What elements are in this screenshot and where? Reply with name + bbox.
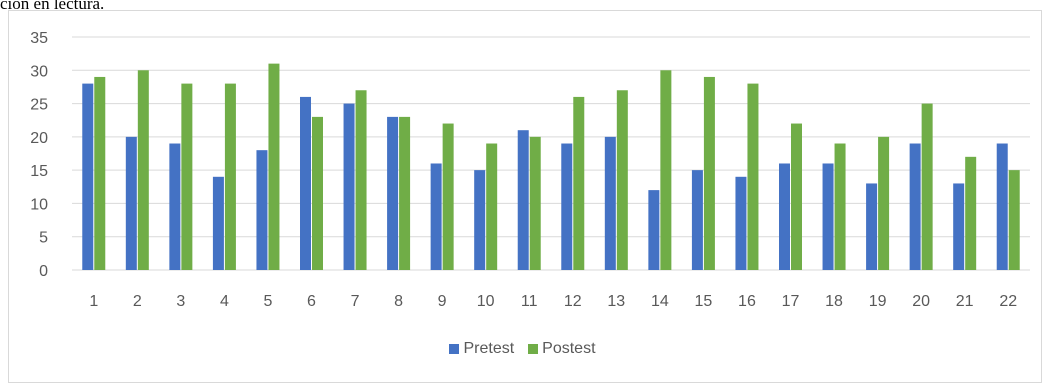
bar-pretest bbox=[909, 143, 921, 270]
legend: Pretest Postest bbox=[0, 340, 1045, 358]
bar-postest bbox=[268, 63, 280, 270]
x-tick-label: 10 bbox=[477, 293, 495, 310]
bar-postest bbox=[529, 136, 541, 270]
bar-postest bbox=[791, 123, 802, 271]
y-tick-label: 35 bbox=[30, 30, 48, 47]
bar-pretest bbox=[256, 150, 268, 270]
bar-pretest bbox=[343, 103, 355, 270]
bar-pretest bbox=[125, 136, 137, 270]
x-tick-label: 13 bbox=[607, 293, 625, 310]
legend-item-postest[interactable]: Postest bbox=[528, 340, 596, 358]
bar-postest bbox=[94, 76, 106, 270]
bar-postest bbox=[312, 116, 323, 270]
bar-pretest bbox=[300, 96, 311, 271]
bar-pretest bbox=[474, 170, 486, 270]
x-tick-label: 8 bbox=[394, 293, 403, 310]
bar-pretest bbox=[212, 176, 224, 270]
legend-swatch-pretest bbox=[449, 344, 460, 354]
bar-pretest bbox=[953, 183, 965, 270]
x-tick-label: 5 bbox=[264, 293, 273, 310]
bar-postest bbox=[224, 83, 236, 270]
bar-postest bbox=[747, 83, 759, 270]
bar-pretest bbox=[169, 143, 181, 270]
x-tick-label: 7 bbox=[351, 293, 360, 310]
bar-postest bbox=[573, 96, 585, 271]
bar-postest bbox=[1008, 170, 1020, 270]
bar-pretest bbox=[82, 83, 94, 270]
x-tick-label: 9 bbox=[438, 293, 447, 310]
bar-pretest bbox=[604, 136, 616, 270]
y-tick-label: 30 bbox=[30, 63, 48, 80]
x-tick-label: 15 bbox=[695, 293, 713, 310]
bar-postest bbox=[442, 123, 454, 271]
y-tick-label: 10 bbox=[30, 196, 48, 213]
caption-text: ción en lectura. bbox=[0, 0, 105, 13]
x-tick-label: 11 bbox=[521, 293, 538, 310]
bar-pretest bbox=[779, 163, 790, 270]
x-tick-label: 18 bbox=[825, 293, 843, 310]
x-tick-label: 2 bbox=[133, 293, 142, 310]
bar-postest bbox=[834, 143, 846, 270]
bar-pretest bbox=[648, 190, 660, 270]
bar-pretest bbox=[735, 176, 747, 270]
x-tick-label: 1 bbox=[89, 293, 98, 310]
x-tick-label: 21 bbox=[956, 293, 974, 310]
bar-postest bbox=[486, 143, 498, 270]
y-tick-label: 15 bbox=[30, 163, 48, 180]
bar-postest bbox=[660, 70, 672, 271]
x-tick-label: 6 bbox=[307, 293, 316, 310]
legend-item-pretest[interactable]: Pretest bbox=[449, 340, 514, 358]
bar-postest bbox=[399, 116, 411, 270]
x-tick-label: 19 bbox=[869, 293, 887, 310]
legend-swatch-postest bbox=[528, 344, 539, 354]
bar-postest bbox=[921, 103, 933, 270]
x-tick-label: 17 bbox=[782, 293, 800, 310]
bar-postest bbox=[355, 90, 367, 270]
bar-pretest bbox=[387, 116, 399, 270]
y-tick-label: 0 bbox=[39, 263, 48, 280]
bar-pretest bbox=[822, 163, 834, 270]
x-tick-label: 12 bbox=[564, 293, 582, 310]
bar-postest bbox=[703, 76, 715, 270]
legend-label-pretest: Pretest bbox=[463, 340, 515, 357]
bar-pretest bbox=[517, 130, 529, 270]
y-tick-label: 25 bbox=[30, 97, 48, 114]
x-tick-label: 22 bbox=[999, 293, 1017, 310]
bar-pretest bbox=[430, 163, 442, 270]
bar-pretest bbox=[996, 143, 1008, 270]
bar-postest bbox=[616, 90, 628, 270]
bar-postest bbox=[965, 156, 977, 270]
legend-label-postest: Postest bbox=[542, 340, 596, 357]
y-tick-label: 20 bbox=[30, 130, 48, 147]
x-tick-label: 16 bbox=[738, 293, 756, 310]
x-tick-label: 14 bbox=[651, 293, 669, 310]
bar-pretest bbox=[691, 170, 703, 270]
bar-pretest bbox=[866, 183, 878, 270]
x-tick-label: 4 bbox=[220, 293, 229, 310]
y-tick-label: 5 bbox=[39, 230, 48, 247]
bar-postest bbox=[878, 136, 890, 270]
x-tick-label: 3 bbox=[176, 293, 185, 310]
x-tick-label: 20 bbox=[912, 293, 930, 310]
bar-postest bbox=[181, 83, 193, 270]
bar-pretest bbox=[561, 143, 573, 270]
bar-postest bbox=[137, 70, 149, 271]
